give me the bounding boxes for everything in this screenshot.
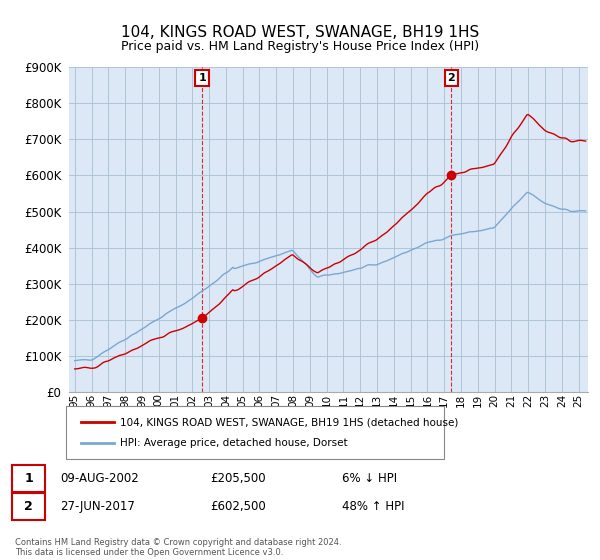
Text: 6% ↓ HPI: 6% ↓ HPI: [342, 472, 397, 486]
Text: 2: 2: [448, 73, 455, 83]
Text: 1: 1: [24, 472, 33, 486]
Text: 104, KINGS ROAD WEST, SWANAGE, BH19 1HS (detached house): 104, KINGS ROAD WEST, SWANAGE, BH19 1HS …: [120, 417, 458, 427]
Text: 1: 1: [198, 73, 206, 83]
Text: 48% ↑ HPI: 48% ↑ HPI: [342, 500, 404, 514]
Text: Contains HM Land Registry data © Crown copyright and database right 2024.
This d: Contains HM Land Registry data © Crown c…: [15, 538, 341, 557]
Text: HPI: Average price, detached house, Dorset: HPI: Average price, detached house, Dors…: [120, 438, 347, 448]
Text: 09-AUG-2002: 09-AUG-2002: [60, 472, 139, 486]
Text: £205,500: £205,500: [210, 472, 266, 486]
Text: 27-JUN-2017: 27-JUN-2017: [60, 500, 135, 514]
Text: Price paid vs. HM Land Registry's House Price Index (HPI): Price paid vs. HM Land Registry's House …: [121, 40, 479, 53]
Text: 104, KINGS ROAD WEST, SWANAGE, BH19 1HS: 104, KINGS ROAD WEST, SWANAGE, BH19 1HS: [121, 25, 479, 40]
Text: 2: 2: [24, 500, 33, 514]
Text: £602,500: £602,500: [210, 500, 266, 514]
